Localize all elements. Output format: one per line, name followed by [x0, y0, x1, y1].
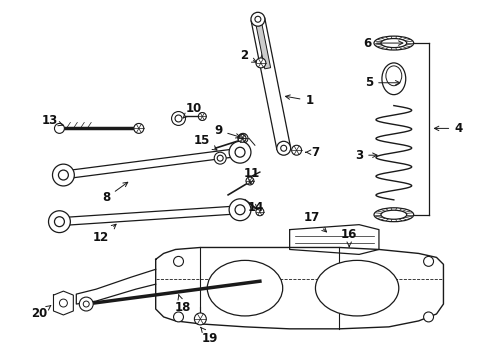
Text: 19: 19	[200, 327, 218, 345]
Circle shape	[175, 115, 182, 122]
Circle shape	[48, 211, 70, 233]
Text: 16: 16	[340, 228, 357, 247]
Ellipse shape	[380, 39, 406, 48]
Ellipse shape	[385, 66, 401, 86]
Circle shape	[194, 313, 206, 325]
Text: 17: 17	[303, 211, 326, 232]
Circle shape	[54, 217, 64, 227]
Text: 18: 18	[174, 295, 190, 314]
Text: 9: 9	[214, 124, 240, 138]
Text: 11: 11	[244, 167, 260, 184]
Text: 12: 12	[93, 224, 116, 244]
Circle shape	[52, 164, 74, 186]
Circle shape	[235, 147, 244, 157]
Circle shape	[229, 199, 250, 221]
Text: 20: 20	[31, 306, 51, 320]
Circle shape	[54, 123, 64, 133]
Circle shape	[229, 141, 250, 163]
Polygon shape	[289, 225, 378, 255]
Circle shape	[173, 256, 183, 266]
Text: 13: 13	[41, 114, 63, 127]
Polygon shape	[254, 19, 270, 69]
Text: 8: 8	[102, 182, 127, 204]
Circle shape	[276, 141, 290, 155]
Text: 2: 2	[240, 49, 256, 63]
Circle shape	[217, 155, 223, 161]
Circle shape	[255, 208, 264, 216]
Circle shape	[280, 145, 286, 151]
Ellipse shape	[381, 63, 405, 95]
Circle shape	[238, 134, 245, 142]
Ellipse shape	[380, 210, 406, 219]
Circle shape	[423, 256, 433, 266]
Circle shape	[59, 170, 68, 180]
Circle shape	[250, 12, 264, 26]
Text: 1: 1	[285, 94, 313, 107]
Ellipse shape	[315, 260, 398, 316]
Polygon shape	[53, 291, 73, 315]
Polygon shape	[250, 18, 290, 150]
Circle shape	[235, 205, 244, 215]
Polygon shape	[76, 269, 155, 304]
Text: 14: 14	[247, 201, 264, 214]
Text: 3: 3	[354, 149, 376, 162]
Circle shape	[214, 152, 225, 164]
Circle shape	[79, 297, 93, 311]
Text: 6: 6	[362, 37, 402, 50]
Circle shape	[245, 177, 253, 185]
Circle shape	[134, 123, 143, 133]
Circle shape	[83, 301, 89, 307]
Text: 15: 15	[194, 134, 217, 150]
Text: 7: 7	[305, 146, 319, 159]
Circle shape	[238, 133, 247, 143]
Polygon shape	[155, 247, 443, 329]
Circle shape	[173, 312, 183, 322]
Circle shape	[60, 299, 67, 307]
Ellipse shape	[373, 36, 413, 50]
Circle shape	[198, 113, 206, 121]
Text: 10: 10	[183, 102, 201, 118]
Circle shape	[423, 312, 433, 322]
Text: 4: 4	[433, 122, 462, 135]
Ellipse shape	[373, 208, 413, 222]
Circle shape	[291, 145, 301, 155]
Circle shape	[254, 16, 260, 22]
Circle shape	[171, 112, 185, 125]
Circle shape	[255, 58, 265, 68]
Text: 5: 5	[364, 76, 399, 89]
Ellipse shape	[207, 260, 282, 316]
